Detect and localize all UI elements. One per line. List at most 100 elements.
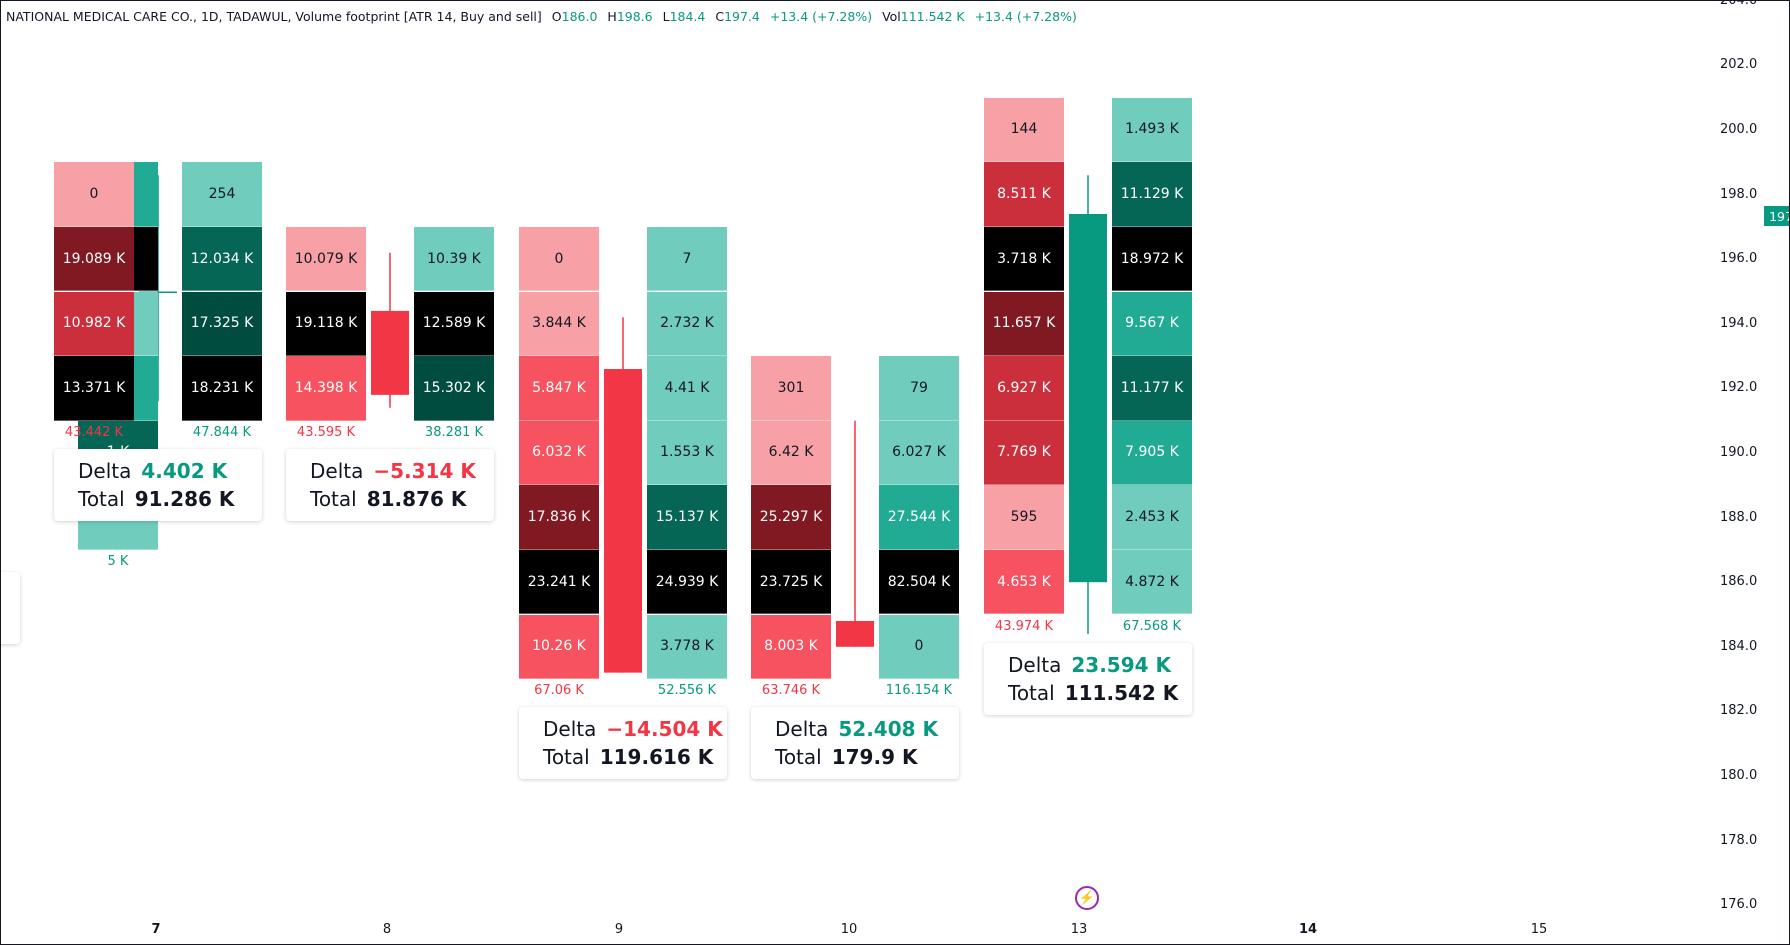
sell-cell: 13.371 K [54, 356, 134, 421]
total-value: 81.876 K [366, 486, 467, 511]
sell-total: 43.595 K [296, 424, 356, 440]
buy-cell: 0 [879, 614, 959, 680]
sell-cell: 5.847 K [519, 356, 599, 421]
legend-close: 197.4 [724, 9, 760, 24]
delta-row: Delta 23.594 K [1008, 651, 1192, 679]
total-label: Total [78, 486, 125, 511]
delta-total-box: Delta 4.402 K Total 91.286 K [54, 448, 262, 521]
sell-total: 63.746 K [761, 683, 821, 699]
sell-cell: 25.297 K [751, 485, 831, 550]
sell-total: 43.974 K [994, 618, 1054, 634]
buy-cell: 12.589 K [414, 291, 494, 357]
sell-cell: 14.398 K [286, 356, 366, 421]
buy-cell: 79 [879, 356, 959, 421]
last-price-tag: 197.4 [1764, 206, 1790, 226]
buy-cell: 3.778 K [647, 614, 727, 680]
buy-cell: 27.544 K [879, 485, 959, 550]
legend-close-label: C [715, 9, 725, 24]
buy-cell: 254 [182, 162, 262, 227]
sell-cell: 7.769 K [984, 420, 1064, 486]
delta-total-box: Delta 23.594 K Total 111.542 K [984, 642, 1192, 715]
sell-cell: 6.032 K [519, 420, 599, 486]
total-value: 91.286 K [134, 486, 235, 511]
legend-change: +13.4 (+7.28%) [769, 9, 873, 24]
delta-total-box: Delta −14.504 K Total 119.616 K [519, 707, 727, 780]
buy-total: 116.154 K [885, 683, 953, 699]
buy-cell: 15.302 K [414, 356, 494, 421]
sell-cell: 4.653 K [984, 549, 1064, 615]
buy-total: 38.281 K [424, 424, 484, 440]
buy-cell: 7.905 K [1112, 420, 1192, 486]
delta-label: Delta [78, 458, 132, 483]
delta-total-box: Delta 52.408 K Total 179.9 K [751, 707, 959, 780]
sell-cell: 19.089 K [54, 226, 134, 292]
total-value: 111.542 K [1064, 680, 1179, 705]
buy-cell: 15.137 K [647, 485, 727, 550]
total-label: Total [775, 745, 822, 770]
delta-label: Delta [310, 458, 364, 483]
legend-high: 198.6 [616, 9, 653, 24]
buy-cell: 1.553 K [647, 420, 727, 486]
delta-label: Delta [775, 717, 829, 742]
total-row: Total 119.616 K [543, 743, 727, 771]
delta-value: 52.408 K [838, 717, 938, 742]
delta-value: −5.314 K [373, 458, 476, 483]
buy-cell: 2.732 K [647, 291, 727, 357]
sell-cell: 301 [751, 356, 831, 421]
candle-body [1069, 213, 1107, 583]
buy-cell: 9.567 K [1112, 291, 1192, 357]
buy-total: 47.844 K [192, 424, 252, 440]
sell-total: 67.06 K [534, 683, 584, 699]
sell-cell: 23.725 K [751, 549, 831, 615]
sell-cell: 11.657 K [984, 291, 1064, 357]
legend-open: 186.0 [561, 9, 598, 24]
buy-cell: 7 [647, 226, 727, 292]
buy-total: 5 K [107, 553, 129, 569]
sell-cell: 0 [54, 162, 134, 227]
buy-cell: 10.39 K [414, 226, 494, 292]
buy-cell: 18.231 K [182, 356, 262, 421]
sell-cell: 10.26 K [519, 614, 599, 680]
lightning-icon[interactable]: ⚡ [1075, 886, 1099, 910]
total-row: Total 81.876 K [310, 485, 494, 513]
total-label: Total [1008, 680, 1055, 705]
sell-cell: 6.927 K [984, 356, 1064, 421]
buy-cell: 1.493 K [1112, 97, 1192, 163]
sell-cell: 144 [984, 97, 1064, 163]
total-value: 119.616 K [599, 745, 714, 770]
delta-row: Delta −14.504 K [543, 715, 727, 743]
buy-total: 67.568 K [1122, 618, 1182, 634]
buy-cell: 6.027 K [879, 420, 959, 486]
sell-cell: 10.982 K [54, 291, 134, 357]
price-axis[interactable] [1764, 0, 1790, 945]
symbol-legend: NATIONAL MEDICAL CARE CO., 1D, TADAWUL, … [6, 9, 1077, 24]
delta-total-box: K [0, 571, 20, 644]
legend-high-label: H [607, 9, 617, 24]
sell-cell: 19.118 K [286, 291, 366, 357]
buy-cell: 4.41 K [647, 356, 727, 421]
legend-low-label: L [662, 9, 670, 24]
sell-cell: 17.836 K [519, 485, 599, 550]
delta-total-box: Delta −5.314 K Total 81.876 K [286, 448, 494, 521]
total-row: Total 91.286 K [78, 485, 262, 513]
delta-value: −14.504 K [606, 717, 723, 742]
delta-row: Delta 4.402 K [78, 457, 262, 485]
total-label: Total [543, 745, 590, 770]
sell-cell: 3.718 K [984, 226, 1064, 292]
buy-cell: 2.453 K [1112, 485, 1192, 550]
candle-body [836, 620, 874, 647]
sell-cell: 23.241 K [519, 549, 599, 615]
total-row: Total 179.9 K [775, 743, 959, 771]
delta-row: Delta 52.408 K [775, 715, 959, 743]
buy-cell: 18.972 K [1112, 226, 1192, 292]
buy-cell: 4.872 K [1112, 549, 1192, 615]
sell-cell: 3.844 K [519, 291, 599, 357]
legend-vol-change: +13.4 (+7.28%) [974, 9, 1077, 24]
candle-body [371, 310, 409, 395]
total-row: K [0, 594, 20, 622]
delta-value: 23.594 K [1071, 652, 1171, 677]
sell-cell: 595 [984, 485, 1064, 550]
delta-value: 4.402 K [141, 458, 228, 483]
buy-cell: 82.504 K [879, 549, 959, 615]
